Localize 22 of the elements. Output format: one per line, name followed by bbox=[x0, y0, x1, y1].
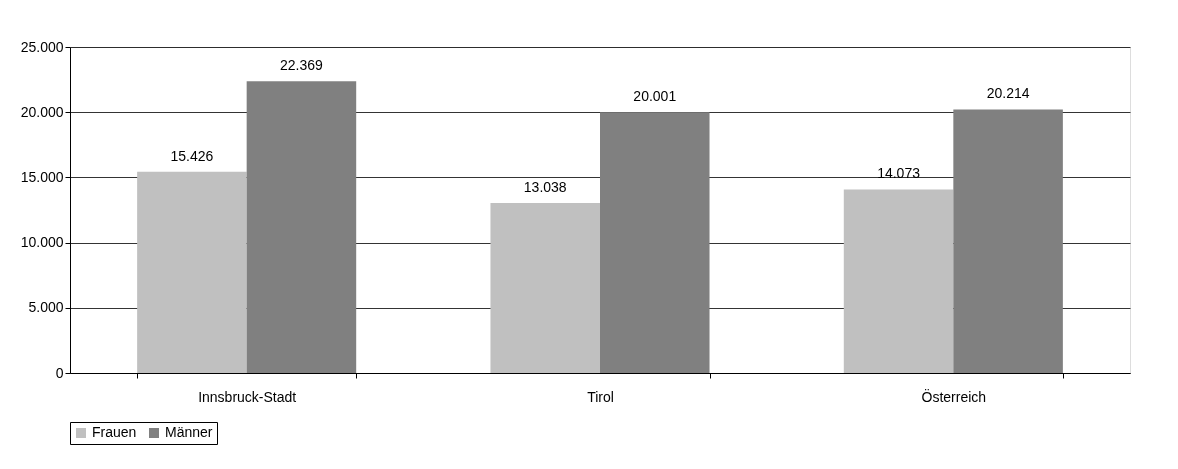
bar bbox=[490, 202, 600, 373]
y-tick-label: 10.000 bbox=[20, 234, 64, 251]
data-label: 22.369 bbox=[280, 57, 324, 74]
bar bbox=[843, 189, 954, 373]
data-label: 20.214 bbox=[986, 85, 1030, 102]
data-label: 15.426 bbox=[170, 147, 214, 164]
x-tick-label: Tirol bbox=[587, 388, 614, 405]
bar bbox=[953, 109, 1063, 373]
legend-label: Frauen bbox=[92, 424, 137, 440]
y-tick-label: 20.000 bbox=[20, 103, 64, 120]
x-tick-label: Innsbruck-Stadt bbox=[198, 388, 297, 405]
bar bbox=[246, 81, 357, 373]
legend-label: Männer bbox=[165, 424, 213, 440]
bar bbox=[137, 171, 247, 373]
y-tick-label: 0 bbox=[55, 364, 64, 381]
y-tick-label: 5.000 bbox=[28, 299, 64, 316]
x-tick-label: Österreich bbox=[921, 387, 987, 405]
bar bbox=[600, 112, 710, 373]
y-tick-label: 25.000 bbox=[20, 38, 64, 55]
data-label: 13.038 bbox=[523, 178, 567, 195]
data-label: 20.001 bbox=[633, 88, 677, 105]
y-tick-label: 15.000 bbox=[20, 168, 64, 185]
